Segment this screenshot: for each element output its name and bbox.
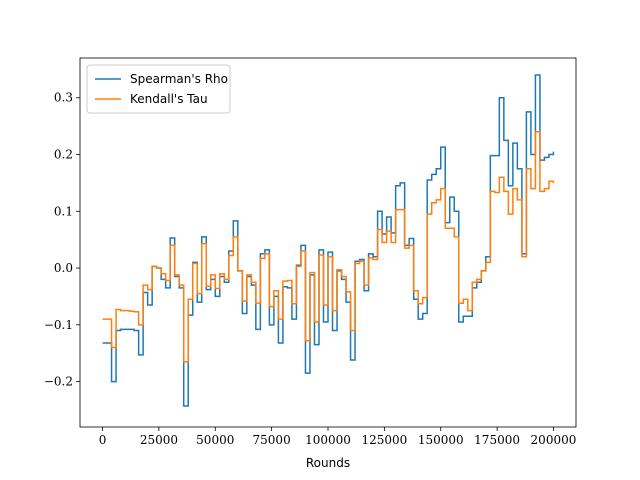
x-tick-label: 125000 [361, 433, 407, 447]
x-axis-label: Rounds [306, 456, 350, 470]
legend: Spearman's Rho Kendall's Tau [86, 64, 231, 114]
legend-frame [86, 64, 231, 114]
x-tick-label: 100000 [305, 433, 351, 447]
y-ticks: −0.2 −0.1 0.0 0.1 0.2 0.3 [44, 91, 80, 389]
y-tick-label: 0.2 [54, 148, 73, 162]
x-tick-label: 75000 [253, 433, 291, 447]
legend-label: Kendall's Tau [130, 92, 208, 106]
series-layer [102, 74, 555, 407]
x-ticks: 0 25000 50000 75000 100000 125000 150000 175000… [99, 427, 577, 447]
series-line-kendall [102, 131, 555, 363]
y-tick-label: 0.1 [54, 204, 73, 218]
y-tick-label: −0.2 [44, 375, 73, 389]
y-tick-label: −0.1 [44, 318, 73, 332]
x-tick-label: 50000 [196, 433, 234, 447]
y-tick-label: 0.3 [54, 91, 73, 105]
x-tick-label: 175000 [474, 433, 520, 447]
x-tick-label: 150000 [418, 433, 464, 447]
x-tick-label: 0 [99, 433, 107, 447]
legend-label: Spearman's Rho [130, 72, 228, 86]
x-tick-label: 200000 [531, 433, 577, 447]
x-tick-label: 25000 [140, 433, 178, 447]
y-tick-label: 0.0 [54, 261, 73, 275]
